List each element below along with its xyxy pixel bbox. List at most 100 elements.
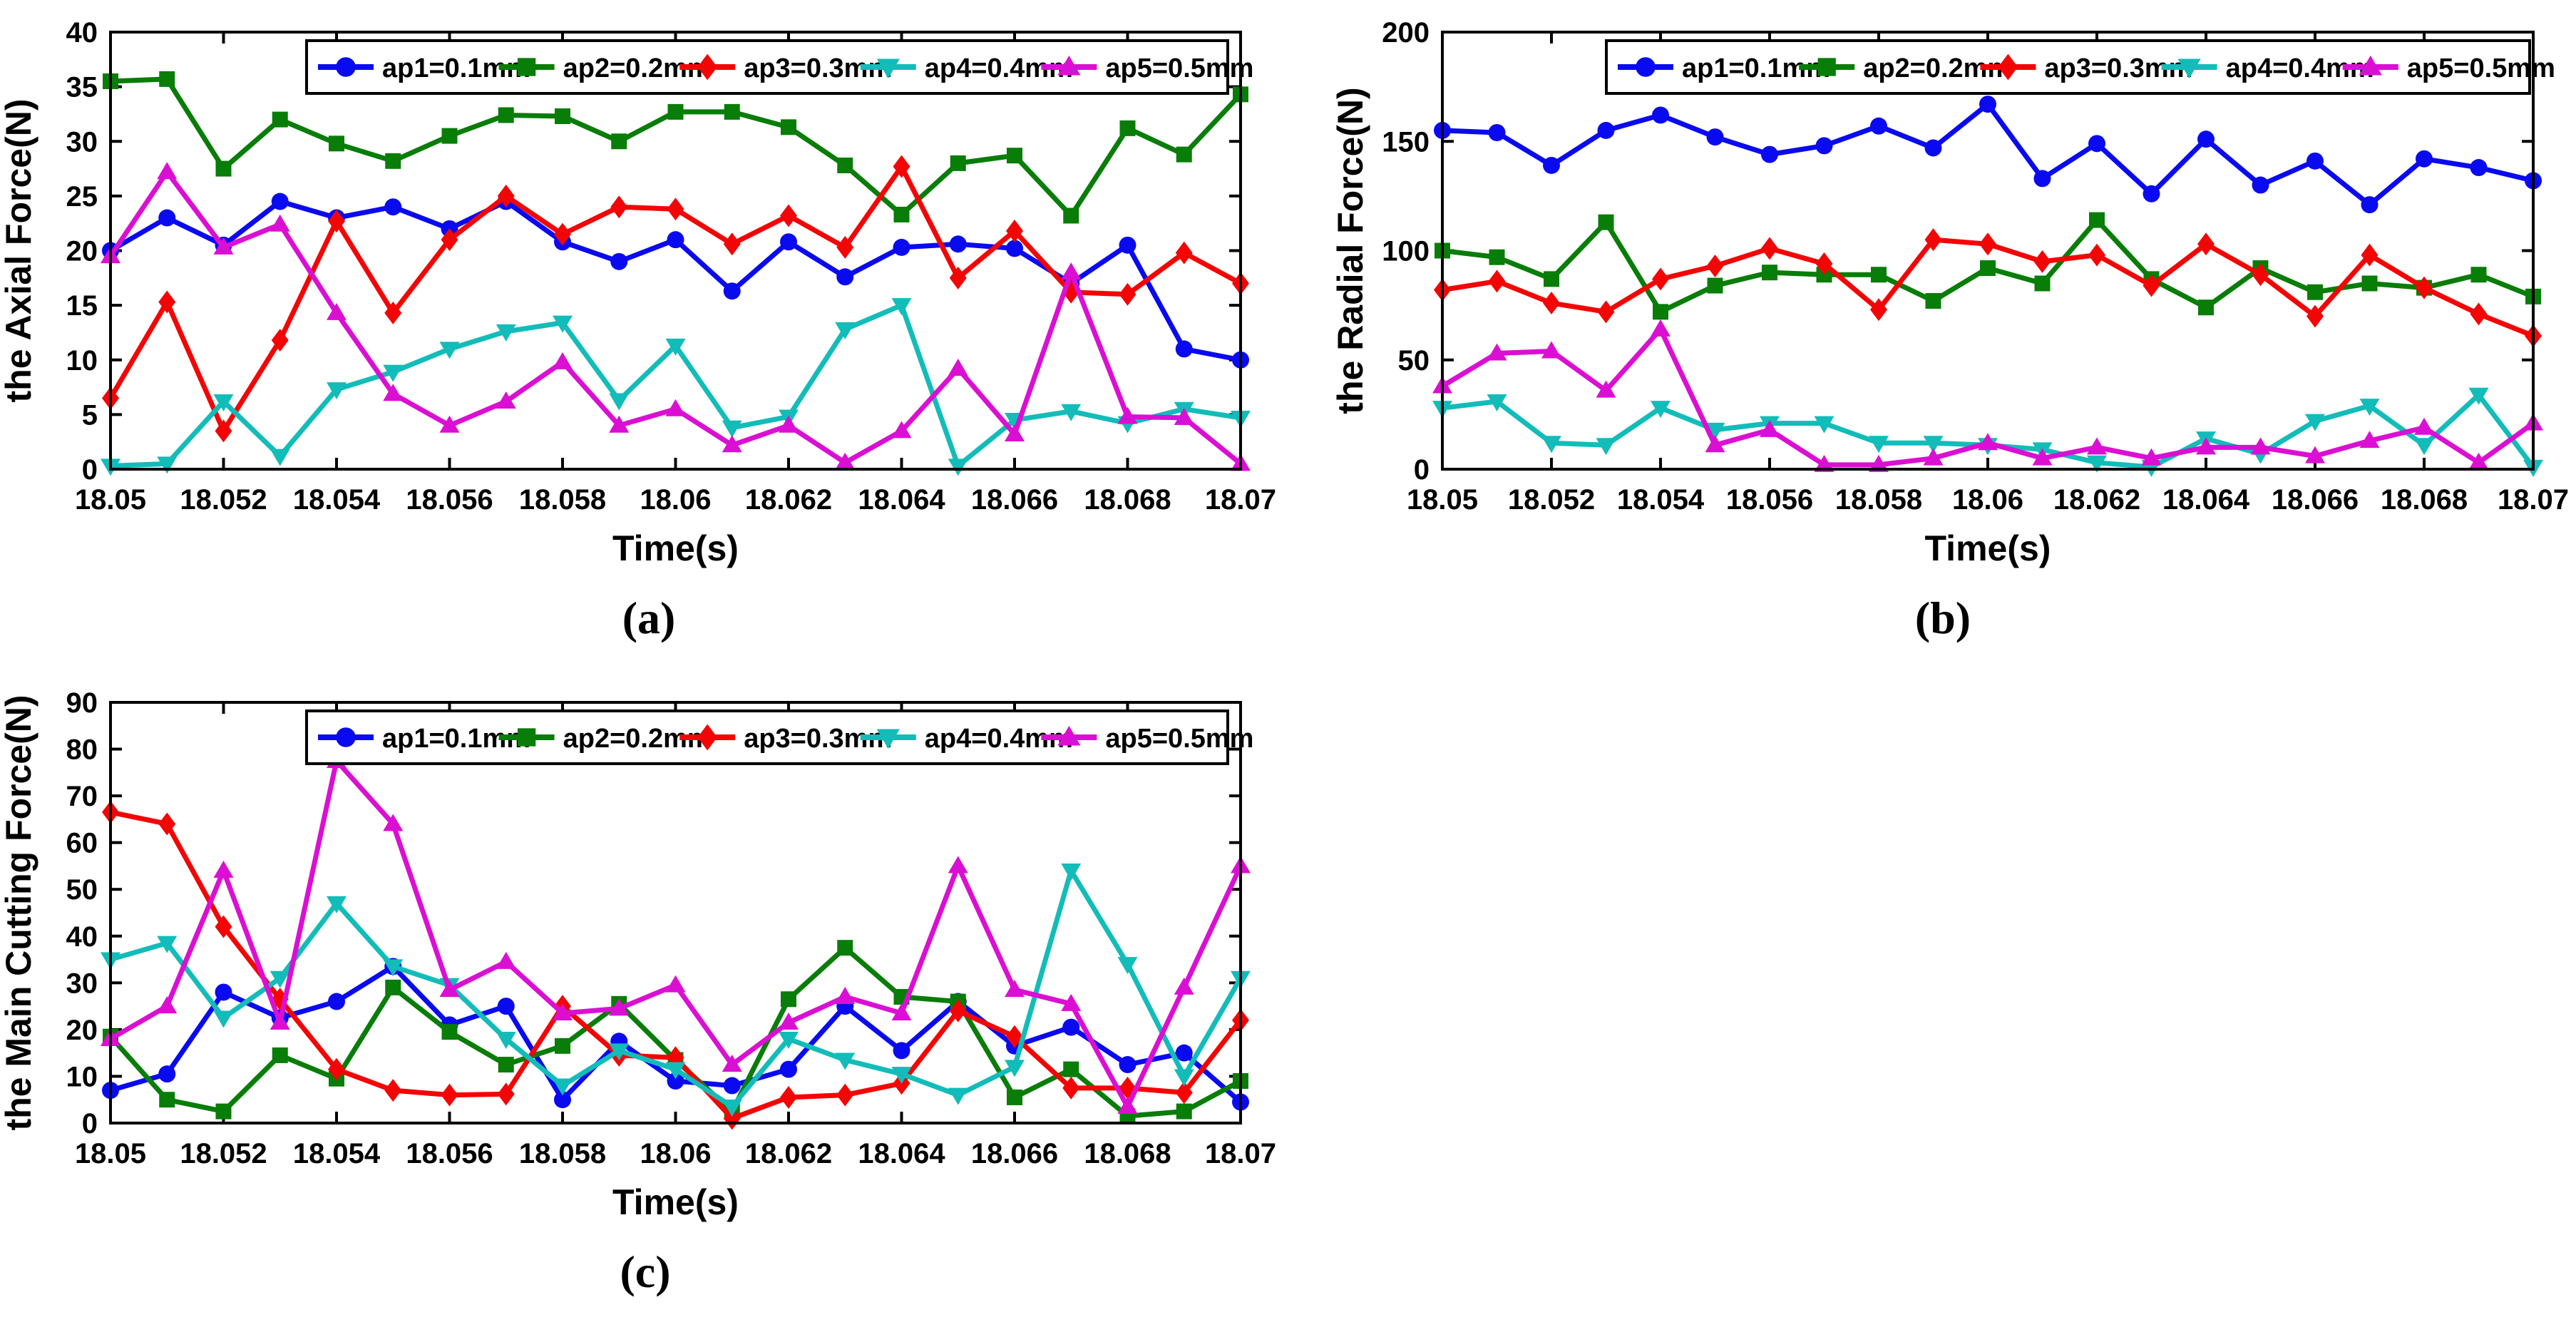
data-point	[1923, 448, 1944, 466]
data-point	[384, 1079, 402, 1102]
data-point	[2470, 159, 2488, 177]
y-tick-label: 150	[1382, 126, 1430, 158]
y-tick-label: 60	[66, 828, 98, 859]
y-tick-label: 200	[1382, 17, 1430, 48]
x-tick-label: 18.06	[640, 1138, 711, 1169]
square-icon	[517, 58, 536, 76]
data-point	[215, 915, 232, 938]
x-tick-label: 18.064	[2162, 484, 2250, 516]
data-point	[159, 71, 175, 87]
data-point	[836, 235, 854, 259]
data-point	[1544, 271, 1559, 287]
data-point	[2468, 452, 2489, 470]
data-point	[1006, 1025, 1023, 1048]
data-point	[1487, 394, 1507, 411]
x-tick-label: 18.054	[293, 484, 381, 516]
data-point	[1980, 260, 1996, 277]
data-point	[2197, 130, 2215, 148]
y-tick-label: 20	[66, 1015, 98, 1046]
y-tick-label: 80	[66, 734, 98, 766]
data-point	[328, 993, 345, 1010]
data-point	[610, 195, 628, 219]
data-point	[1488, 270, 1506, 293]
data-point	[722, 1100, 742, 1117]
data-point	[1925, 292, 1941, 309]
data-point	[891, 421, 912, 439]
data-point	[1979, 96, 1996, 113]
x-tick-label: 18.056	[406, 484, 493, 516]
data-point	[722, 435, 742, 453]
data-point	[215, 983, 232, 1001]
y-tick-label: 15	[66, 290, 98, 322]
data-point	[2250, 437, 2271, 455]
data-point	[328, 1057, 345, 1081]
data-point	[2032, 448, 2053, 466]
triangle-down-icon	[2177, 58, 2201, 79]
data-point	[2416, 276, 2433, 299]
data-point	[2470, 267, 2487, 283]
data-point	[1652, 106, 1669, 124]
data-point	[496, 1032, 516, 1049]
data-point	[2034, 275, 2051, 292]
data-point	[1176, 146, 1192, 163]
data-point	[665, 975, 686, 993]
x-tick-label: 18.062	[2053, 484, 2140, 516]
data-point	[384, 198, 402, 216]
data-point	[383, 959, 404, 977]
data-point	[1174, 407, 1194, 425]
data-point	[893, 1042, 910, 1060]
y-tick-label: 0	[1414, 454, 1430, 486]
data-point	[1762, 265, 1777, 281]
data-point	[1005, 980, 1025, 998]
data-point	[2198, 299, 2214, 316]
x-tick-label: 18.06	[640, 484, 711, 516]
data-point	[948, 856, 968, 873]
data-point	[949, 266, 967, 290]
triangle-down-icon	[876, 729, 900, 749]
data-point	[1761, 145, 1778, 163]
data-point	[2196, 437, 2216, 455]
data-point	[2306, 304, 2324, 328]
data-point	[723, 1077, 741, 1095]
plot-frame	[1441, 31, 2535, 471]
x-tick-label: 18.054	[293, 1138, 381, 1169]
data-point	[554, 222, 571, 246]
data-point	[383, 384, 404, 401]
circle-icon	[1636, 57, 1656, 77]
data-point	[1652, 267, 1669, 291]
data-point	[215, 1103, 232, 1120]
data-point	[724, 103, 740, 120]
data-point	[271, 193, 289, 210]
data-point	[1117, 1097, 1138, 1115]
y-tick-label: 10	[66, 345, 98, 376]
circle-icon	[336, 727, 356, 747]
data-point	[158, 209, 176, 227]
data-point	[1061, 404, 1082, 421]
data-point	[215, 160, 232, 177]
charts-root: 18.05 18.052 18.054 18.056 18.058 18.06 18.062…	[0, 17, 2569, 1222]
data-point	[780, 1085, 797, 1109]
data-point	[1653, 304, 1668, 320]
triangle-up-icon	[2359, 55, 2382, 76]
data-point	[496, 324, 516, 342]
data-point	[611, 133, 627, 150]
data-point	[327, 302, 347, 320]
data-point	[555, 108, 570, 125]
data-point	[667, 231, 684, 249]
data-point	[553, 315, 573, 333]
data-point	[2143, 185, 2160, 203]
x-axis-label: Time(s)	[1925, 528, 2051, 568]
x-tick-label: 18.07	[2498, 484, 2569, 516]
x-tick-label: 18.052	[180, 484, 267, 516]
data-point	[441, 1083, 458, 1107]
data-point	[327, 382, 347, 400]
data-point	[270, 1013, 290, 1030]
data-point	[553, 1078, 573, 1096]
data-point	[2307, 284, 2323, 300]
data-point	[1706, 128, 1724, 146]
data-point	[1706, 254, 1724, 277]
data-point	[723, 282, 741, 300]
data-point	[1597, 300, 1615, 324]
data-point	[1117, 957, 1138, 975]
